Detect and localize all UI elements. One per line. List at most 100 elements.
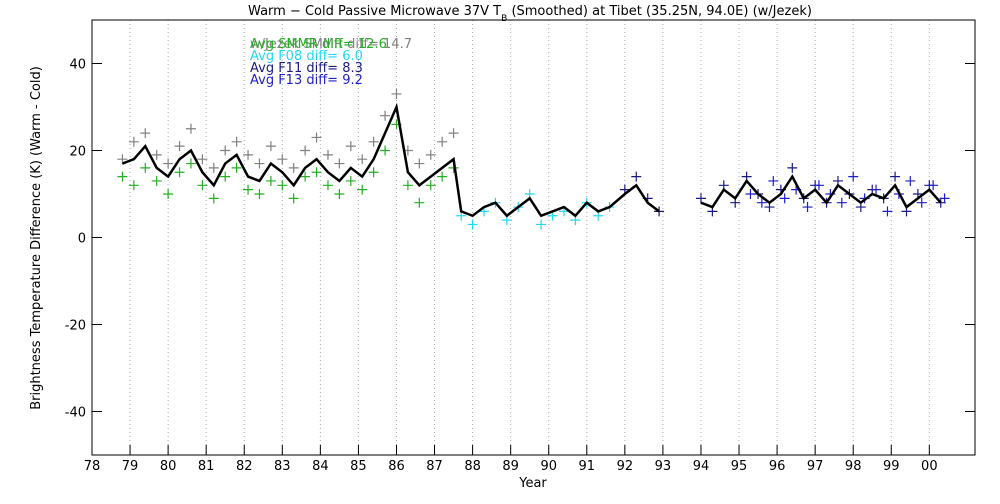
data-point [357, 184, 368, 195]
data-point [787, 162, 798, 173]
data-point [425, 149, 436, 160]
data-point [467, 219, 478, 230]
data-point [414, 158, 425, 169]
data-point [928, 180, 939, 191]
data-point [265, 175, 276, 186]
y-tick-label: 20 [69, 145, 86, 160]
data-point [631, 171, 642, 182]
data-point [425, 180, 436, 191]
x-tick-label: 88 [464, 459, 481, 474]
data-point [117, 171, 128, 182]
x-tick-label: 89 [502, 459, 519, 474]
data-point [300, 145, 311, 156]
data-point [890, 171, 901, 182]
data-point [208, 193, 219, 204]
data-point [300, 171, 311, 182]
data-point [345, 175, 356, 186]
data-point [243, 184, 254, 195]
title-rest: (Smoothed) at Tibet (35.25N, 94.0E) (w/J… [507, 4, 812, 19]
data-point [695, 193, 706, 204]
data-point [334, 158, 345, 169]
data-point [402, 180, 413, 191]
data-point [437, 171, 448, 182]
chart-title: Warm − Cold Passive Microwave 37V TB (Sm… [248, 4, 812, 24]
data-point [939, 193, 950, 204]
data-point [391, 88, 402, 99]
x-tick-label: 78 [84, 459, 101, 474]
x-tick-label: 83 [274, 459, 291, 474]
data-point [174, 141, 185, 152]
x-tick-label: 86 [388, 459, 405, 474]
x-tick-label: 97 [807, 459, 824, 474]
data-point [334, 189, 345, 199]
data-point [813, 180, 824, 191]
data-point [756, 197, 767, 208]
data-point [288, 162, 299, 173]
x-tick-label: 80 [160, 459, 177, 474]
data-point [151, 175, 162, 186]
data-point [448, 128, 459, 139]
data-point [254, 189, 265, 199]
data-point [220, 171, 231, 182]
x-tick-label: 95 [731, 459, 748, 474]
data-point [836, 197, 847, 208]
x-tick-label: 87 [426, 459, 443, 474]
data-point [357, 154, 368, 165]
smoothed-line [122, 102, 942, 218]
data-point [288, 193, 299, 204]
x-tick-label: 90 [540, 459, 557, 474]
legend-entry: Avg F13 diff= 9.2 [250, 73, 363, 88]
plot-frame [91, 19, 976, 456]
title-sub: B [501, 14, 507, 24]
data-point [208, 162, 219, 173]
data-point [802, 202, 813, 213]
x-axis-label: Year [518, 476, 547, 491]
legend-entry: w/Jezek SMMR diff= 14.7 [250, 37, 412, 52]
legend-entry: Avg F11 diff= 8.3 [250, 61, 363, 76]
x-tick-label: 82 [236, 459, 253, 474]
data-point [311, 132, 322, 143]
data-point [437, 136, 448, 147]
data-point [536, 219, 547, 230]
y-tick-label: -20 [65, 319, 86, 334]
legend-entry: Avg F08 diff= 6.0 [250, 49, 363, 64]
data-point [380, 145, 391, 156]
data-point [254, 158, 265, 169]
data-point [277, 180, 288, 191]
data-point [128, 180, 139, 191]
data-point [174, 167, 185, 178]
data-point [882, 206, 893, 217]
data-point [745, 189, 756, 199]
data-point [848, 171, 859, 182]
legend-entry: Avg SMMR diff= 12.6 [250, 37, 387, 52]
data-point [220, 145, 231, 156]
data-point [322, 149, 333, 160]
x-tick-label: 93 [655, 459, 672, 474]
data-point [368, 136, 379, 147]
y-axis-label: Brightness Temperature Difference (K) (W… [29, 66, 44, 410]
y-tick-label: 40 [69, 58, 86, 73]
data-point [163, 189, 174, 199]
data-point [311, 167, 322, 178]
x-tick-label: 85 [350, 459, 367, 474]
data-point [768, 175, 779, 186]
data-point [231, 136, 242, 147]
data-point [151, 149, 162, 160]
x-tick-label: 92 [617, 459, 634, 474]
data-point [277, 154, 288, 165]
data-point [163, 158, 174, 169]
y-tick-label: -40 [65, 406, 86, 421]
data-point [322, 180, 333, 191]
data-point [185, 123, 196, 134]
x-tick-label: 00 [921, 459, 938, 474]
data-point [265, 141, 276, 152]
x-tick-label: 96 [769, 459, 786, 474]
data-point [231, 162, 242, 173]
data-point [243, 149, 254, 160]
data-point [368, 167, 379, 178]
data-point [197, 154, 208, 165]
x-tick-label: 91 [579, 459, 596, 474]
